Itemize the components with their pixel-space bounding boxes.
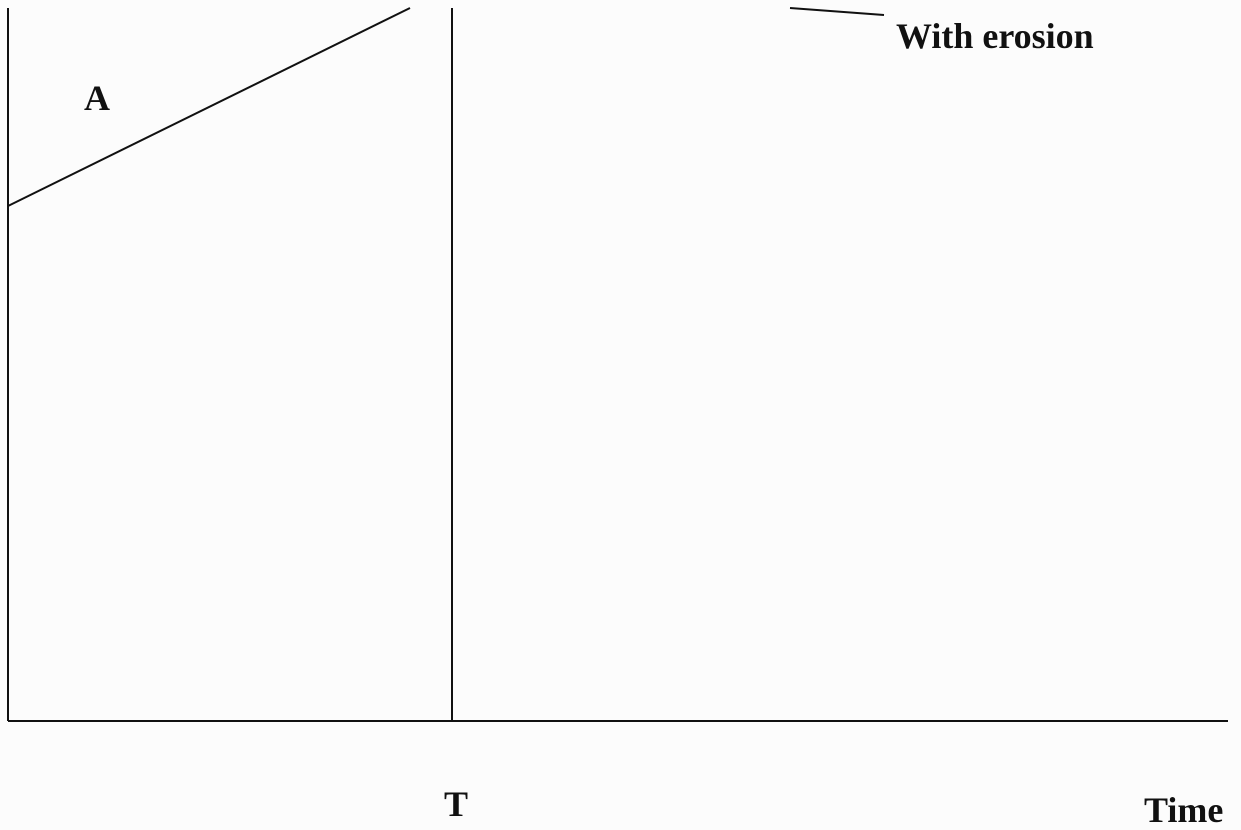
with-erosion-label: With erosion xyxy=(896,16,1094,56)
region-a-label: A xyxy=(84,78,110,118)
rising-line xyxy=(7,7,411,207)
with-erosion-line xyxy=(789,7,885,16)
time-t-label: T xyxy=(444,784,468,824)
x-axis-label: Time xyxy=(1144,790,1223,830)
